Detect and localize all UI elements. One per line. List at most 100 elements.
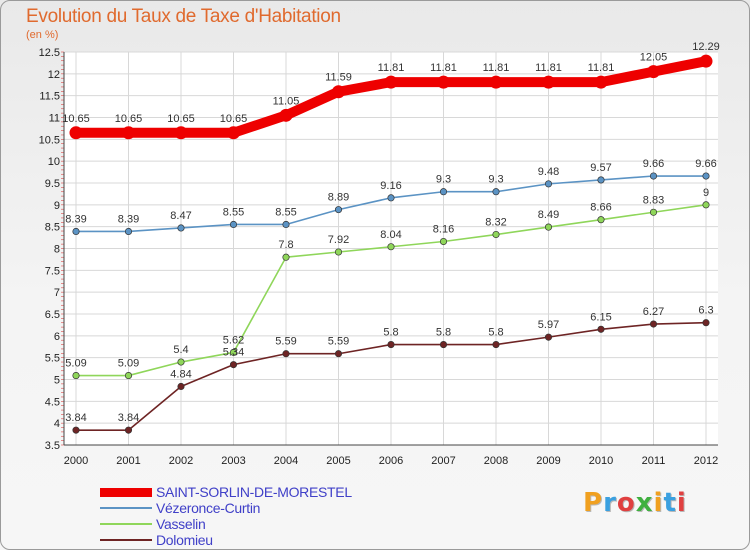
data-point	[384, 75, 398, 89]
data-point	[594, 75, 608, 89]
data-label: 9.66	[695, 158, 716, 170]
x-tick-label: 2006	[379, 455, 403, 467]
data-point	[492, 341, 500, 349]
data-point	[177, 382, 185, 391]
data-label: 5.59	[328, 336, 349, 348]
y-tick-label: 4.5	[45, 396, 60, 408]
data-point	[279, 108, 293, 122]
data-label: 6.3	[698, 305, 713, 317]
data-point	[542, 75, 555, 89]
data-label: 5.97	[538, 319, 559, 331]
data-label: 10.65	[115, 113, 143, 125]
data-label: 8.66	[590, 202, 611, 214]
data-point	[227, 126, 240, 140]
data-point	[72, 426, 80, 434]
data-label: 3.84	[65, 412, 86, 424]
data-label: 8.55	[275, 206, 296, 218]
data-point	[439, 237, 448, 246]
data-point	[437, 75, 450, 89]
x-tick-label: 2008	[484, 455, 508, 467]
data-label: 8.55	[223, 206, 244, 218]
data-label: 7.8	[278, 239, 293, 251]
data-point	[489, 75, 503, 89]
data-label: 5.34	[223, 347, 244, 359]
data-label: 5.59	[275, 336, 296, 348]
chart-title: Evolution du Taux de Taxe d'Habitation	[26, 6, 341, 27]
data-label: 8.39	[65, 213, 86, 225]
data-label: 10.65	[220, 113, 248, 125]
data-point	[597, 176, 605, 184]
data-point	[544, 223, 553, 231]
data-point	[492, 230, 500, 239]
data-label: 5.4	[173, 344, 188, 356]
y-tick-label: 3.5	[45, 440, 60, 452]
data-point	[387, 243, 395, 251]
data-label: 8.04	[380, 229, 401, 241]
logo-letter: o	[616, 488, 636, 518]
y-tick-label: 8	[54, 244, 60, 256]
logo-letter: i	[653, 488, 664, 518]
data-label: 4.84	[170, 368, 191, 380]
x-tick-label: 2000	[64, 455, 88, 467]
data-point	[69, 126, 83, 140]
line-chart: 3.544.555.566.577.588.599.51010.51111.51…	[39, 41, 720, 467]
legend-swatch	[100, 487, 152, 497]
chart-subtitle: (en %)	[26, 29, 59, 41]
x-tick-label: 2004	[274, 455, 298, 467]
proxiti-logo: Proxiti	[583, 488, 687, 518]
data-point	[649, 208, 658, 216]
data-point	[229, 361, 238, 369]
data-label: 10.65	[62, 113, 90, 125]
series-group	[69, 54, 713, 434]
data-point	[597, 216, 605, 224]
x-tick-label: 2011	[642, 455, 666, 467]
data-point	[702, 172, 710, 180]
y-tick-label: 11	[49, 113, 60, 125]
data-label: 5.09	[118, 358, 139, 370]
logo-letter: i	[676, 488, 687, 518]
data-point	[72, 372, 80, 380]
data-point	[334, 206, 343, 214]
data-point	[124, 426, 133, 434]
data-point	[282, 220, 290, 229]
legend-label: Dolomieu	[156, 532, 213, 548]
data-label: 8.83	[643, 194, 664, 206]
data-label: 8.47	[170, 210, 191, 222]
data-point	[124, 227, 133, 236]
data-label: 12.29	[692, 41, 720, 53]
logo-letter: t	[663, 488, 677, 518]
data-label: 11.59	[325, 72, 352, 84]
data-point	[334, 350, 343, 358]
data-label: 9.66	[643, 158, 664, 170]
data-label: 9.16	[380, 180, 401, 192]
data-label: 6.15	[590, 311, 611, 323]
x-tick-label: 2005	[326, 455, 350, 467]
data-label: 11.81	[483, 62, 510, 74]
data-point	[332, 85, 345, 99]
x-tick-label: 2010	[589, 455, 613, 467]
y-tick-label: 7	[54, 287, 60, 299]
data-point	[492, 188, 500, 196]
data-label: 8.89	[328, 192, 349, 204]
data-label: 8.39	[118, 213, 139, 225]
data-point	[282, 350, 290, 358]
y-tick-label: 6.5	[45, 309, 60, 321]
data-point	[649, 320, 658, 328]
data-point	[174, 126, 188, 140]
data-label: 8.16	[433, 224, 454, 236]
data-label: 7.92	[328, 234, 349, 246]
data-label: 11.81	[430, 62, 457, 74]
data-point	[387, 194, 395, 202]
y-tick-label: 4	[54, 418, 60, 430]
data-label: 5.8	[436, 327, 451, 339]
x-tick-label: 2001	[116, 455, 140, 467]
legend-label: Vasselin	[156, 516, 206, 532]
data-label: 6.27	[643, 306, 664, 318]
data-label: 10.65	[167, 113, 195, 125]
y-tick-label: 10.5	[39, 134, 60, 146]
data-label: 9.3	[436, 174, 451, 186]
y-tick-label: 6	[54, 331, 60, 343]
data-label: 11.81	[588, 62, 615, 74]
y-tick-label: 7.5	[45, 265, 60, 277]
data-label: 11.05	[273, 95, 300, 107]
